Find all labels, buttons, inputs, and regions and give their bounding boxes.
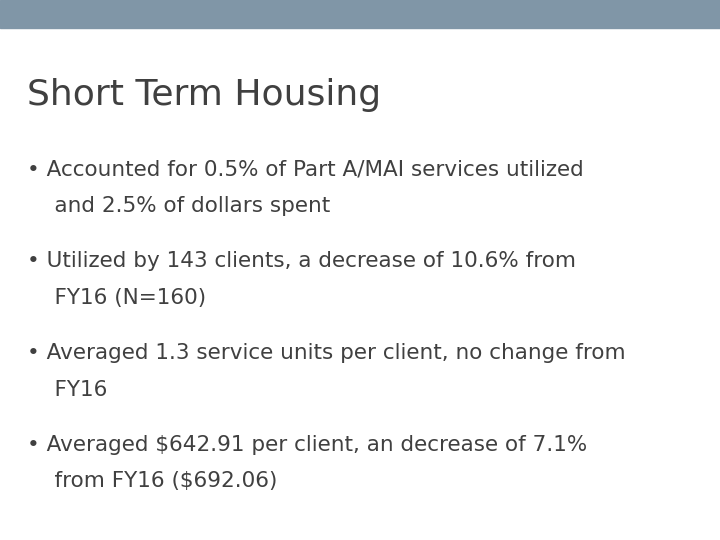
Text: • Averaged $642.91 per client, an decrease of 7.1%: • Averaged $642.91 per client, an decrea…	[27, 435, 588, 455]
Text: • Accounted for 0.5% of Part A/MAI services utilized: • Accounted for 0.5% of Part A/MAI servi…	[27, 159, 584, 179]
Text: and 2.5% of dollars spent: and 2.5% of dollars spent	[27, 196, 330, 216]
Text: FY16 (N=160): FY16 (N=160)	[27, 288, 207, 308]
Text: FY16: FY16	[27, 380, 108, 400]
Text: • Utilized by 143 clients, a decrease of 10.6% from: • Utilized by 143 clients, a decrease of…	[27, 251, 577, 271]
Text: Short Term Housing: Short Term Housing	[27, 78, 382, 112]
Text: • Averaged 1.3 service units per client, no change from: • Averaged 1.3 service units per client,…	[27, 343, 626, 363]
Text: from FY16 ($692.06): from FY16 ($692.06)	[27, 471, 278, 491]
Bar	[0, 0, 720, 28]
